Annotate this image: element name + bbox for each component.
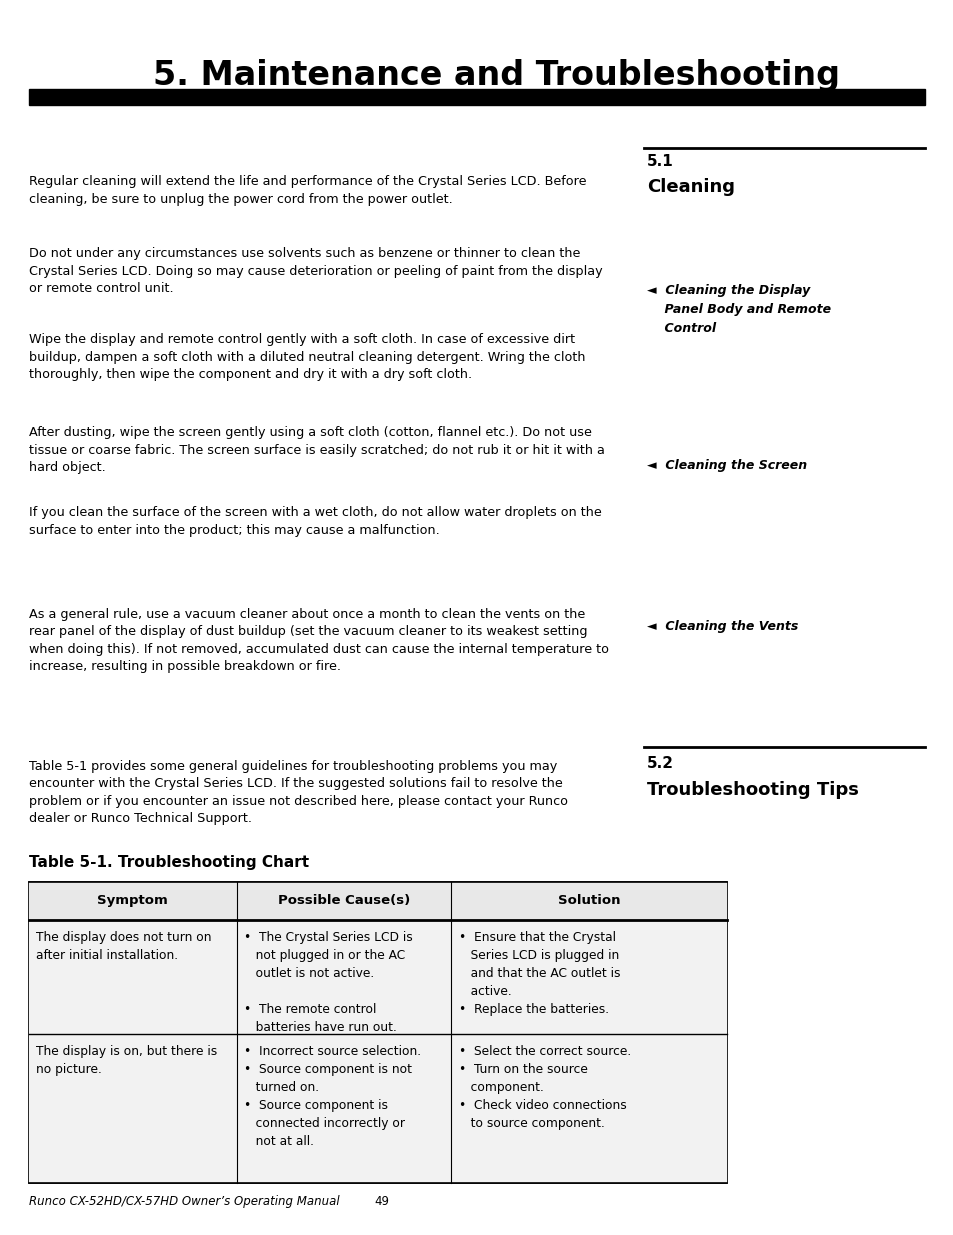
Text: Solution: Solution	[558, 894, 619, 908]
Text: Troubleshooting Tips: Troubleshooting Tips	[646, 781, 858, 799]
Text: 49: 49	[374, 1194, 389, 1208]
Text: •  Ensure that the Crystal
   Series LCD is plugged in
   and that the AC outlet: • Ensure that the Crystal Series LCD is …	[458, 931, 619, 1016]
Text: ◄  Cleaning the Vents: ◄ Cleaning the Vents	[646, 620, 798, 634]
Text: The display does not turn on
after initial installation.: The display does not turn on after initi…	[36, 931, 212, 962]
Text: •  Select the correct source.
•  Turn on the source
   component.
•  Check video: • Select the correct source. • Turn on t…	[458, 1045, 631, 1130]
Text: Runco CX-52HD/CX-57HD Owner’s Operating Manual: Runco CX-52HD/CX-57HD Owner’s Operating …	[29, 1194, 339, 1208]
Bar	[29, 1034, 726, 1183]
Text: The display is on, but there is
no picture.: The display is on, but there is no pictu…	[36, 1045, 217, 1076]
Text: Regular cleaning will extend the life and performance of the Crystal Series LCD.: Regular cleaning will extend the life an…	[29, 175, 585, 206]
Text: Table 5-1. Troubleshooting Chart: Table 5-1. Troubleshooting Chart	[29, 855, 309, 869]
Bar	[29, 882, 726, 920]
Text: 5.2: 5.2	[646, 756, 673, 771]
Text: After dusting, wipe the screen gently using a soft cloth (cotton, flannel etc.).: After dusting, wipe the screen gently us…	[29, 426, 604, 474]
Text: Do not under any circumstances use solvents such as benzene or thinner to clean : Do not under any circumstances use solve…	[29, 247, 601, 295]
Text: •  The Crystal Series LCD is
   not plugged in or the AC
   outlet is not active: • The Crystal Series LCD is not plugged …	[244, 931, 413, 1034]
Text: Symptom: Symptom	[97, 894, 168, 908]
Text: Possible Cause(s): Possible Cause(s)	[277, 894, 410, 908]
Text: ◄  Cleaning the Display
    Panel Body and Remote
    Control: ◄ Cleaning the Display Panel Body and Re…	[646, 284, 830, 335]
Text: If you clean the surface of the screen with a wet cloth, do not allow water drop: If you clean the surface of the screen w…	[29, 506, 600, 537]
Text: ◄  Cleaning the Screen: ◄ Cleaning the Screen	[646, 459, 806, 473]
Text: 5. Maintenance and Troubleshooting: 5. Maintenance and Troubleshooting	[152, 59, 839, 93]
Text: Wipe the display and remote control gently with a soft cloth. In case of excessi: Wipe the display and remote control gent…	[29, 333, 584, 382]
Text: Table 5-1 provides some general guidelines for troubleshooting problems you may
: Table 5-1 provides some general guidelin…	[29, 760, 567, 825]
Bar	[29, 89, 924, 105]
Bar	[29, 882, 726, 1183]
Text: 5.1: 5.1	[646, 154, 673, 169]
Text: •  Incorrect source selection.
•  Source component is not
   turned on.
•  Sourc: • Incorrect source selection. • Source c…	[244, 1045, 421, 1147]
Bar	[29, 920, 726, 1034]
Text: Cleaning: Cleaning	[646, 178, 734, 196]
Text: As a general rule, use a vacuum cleaner about once a month to clean the vents on: As a general rule, use a vacuum cleaner …	[29, 608, 608, 673]
